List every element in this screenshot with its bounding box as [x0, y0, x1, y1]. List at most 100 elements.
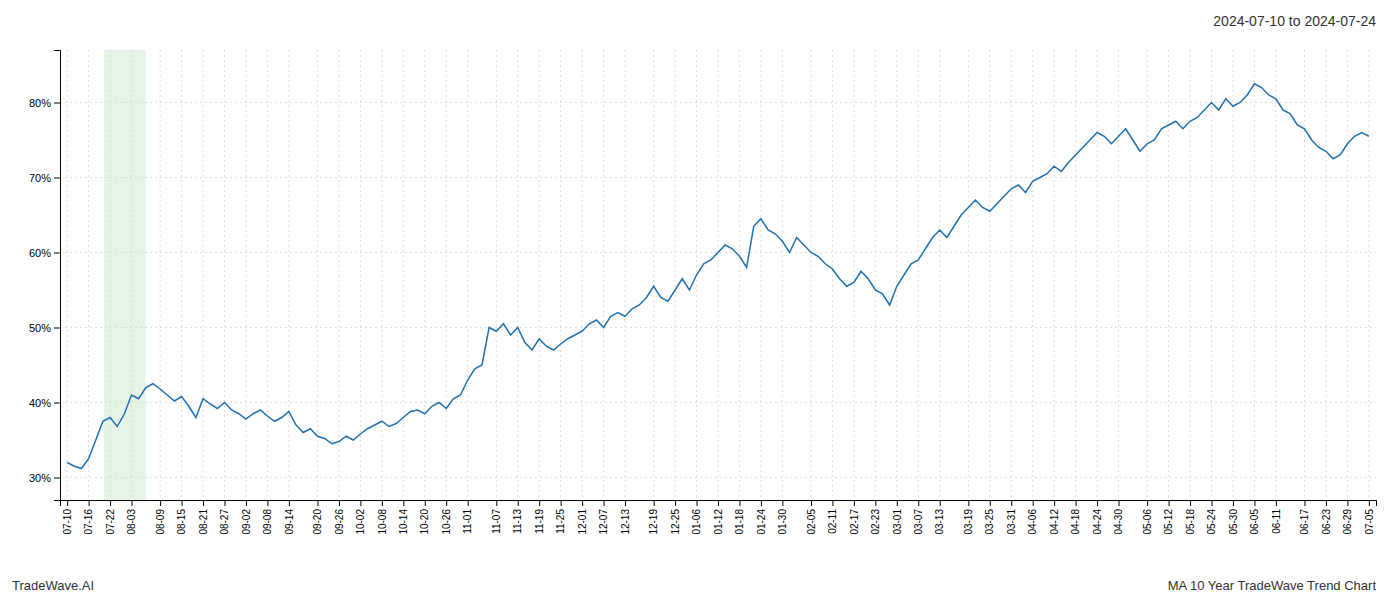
- tick-mark: [625, 500, 626, 506]
- grid-line: [1232, 50, 1233, 500]
- grid-line: [739, 50, 740, 500]
- tick: 10-20: [419, 500, 430, 535]
- tick: 05-06: [1142, 500, 1153, 535]
- grid-line: [517, 50, 518, 500]
- tick: 07-10: [62, 500, 73, 535]
- tick-mark: [875, 500, 876, 506]
- tick-label: 08-09: [155, 509, 166, 535]
- tick-mark: [604, 500, 605, 506]
- tick-label: 04-18: [1070, 509, 1081, 535]
- highlight-span: [104, 50, 146, 500]
- tick: 12-01: [577, 500, 588, 535]
- axis-line: [54, 51, 61, 501]
- tick: 03-19: [963, 500, 974, 535]
- tick-label: 10-20: [419, 509, 430, 535]
- grid-line: [1075, 50, 1076, 500]
- tick: 06-17: [1299, 500, 1310, 535]
- tick-mark: [1190, 500, 1191, 506]
- grid-line: [60, 402, 1376, 403]
- grid-line: [782, 50, 783, 500]
- tick-label: 08-03: [126, 509, 137, 535]
- grid-line: [1368, 50, 1369, 500]
- tick-mark: [132, 500, 133, 506]
- tick-mark: [1097, 500, 1098, 506]
- tick-mark: [403, 500, 404, 506]
- grid-line: [939, 50, 940, 500]
- tick-label: 12-19: [648, 509, 659, 535]
- tick-mark: [182, 500, 183, 506]
- tick-mark: [718, 500, 719, 506]
- grid-line: [403, 50, 404, 500]
- tick: 12-13: [620, 500, 631, 535]
- tick: 70%: [29, 172, 60, 184]
- grid-line: [1304, 50, 1305, 500]
- tick: 12-07: [598, 500, 609, 535]
- grid-line: [810, 50, 811, 500]
- tick-mark: [968, 500, 969, 506]
- grid-line: [381, 50, 382, 500]
- grid-line: [989, 50, 990, 500]
- tick-mark: [739, 500, 740, 506]
- tick-mark: [582, 500, 583, 506]
- tick: 09-26: [334, 500, 345, 535]
- grid-line: [267, 50, 268, 500]
- tick-label: 03-25: [984, 509, 995, 535]
- tick-mark: [897, 500, 898, 506]
- grid-line: [1032, 50, 1033, 500]
- tick-mark: [918, 500, 919, 506]
- tick-mark: [54, 403, 60, 404]
- tick: 05-24: [1206, 500, 1217, 535]
- tick-label: 02-17: [849, 509, 860, 535]
- grid-line: [968, 50, 969, 500]
- tick-mark: [561, 500, 562, 506]
- tick: 11-25: [555, 500, 566, 534]
- tick-label: 09-02: [241, 509, 252, 535]
- grid-line: [539, 50, 540, 500]
- tick-mark: [782, 500, 783, 506]
- annotation: MA 10 Year TradeWave Trend Chart: [1168, 578, 1377, 593]
- tick-label: 03-13: [934, 509, 945, 535]
- tick-label: 04-06: [1027, 509, 1038, 535]
- tick-label: 07-16: [83, 509, 94, 535]
- tick: 11-19: [534, 500, 545, 534]
- tick-label: 11-13: [512, 509, 523, 534]
- tick-mark: [446, 500, 447, 506]
- tick-mark: [110, 500, 111, 506]
- tick-label: 05-06: [1142, 509, 1153, 535]
- grid-line: [1097, 50, 1098, 500]
- tick-label: 10-08: [377, 509, 388, 535]
- grid-line: [582, 50, 583, 500]
- grid-line: [675, 50, 676, 500]
- tick-label: 02-05: [806, 509, 817, 535]
- tick-mark: [468, 500, 469, 506]
- tick-mark: [360, 500, 361, 506]
- tick-mark: [382, 500, 383, 506]
- tick-mark: [425, 500, 426, 506]
- grid-line: [1325, 50, 1326, 500]
- tick-label: 80%: [29, 97, 51, 109]
- tick-label: 12-25: [670, 509, 681, 535]
- grid-line: [875, 50, 876, 500]
- grid-line: [1118, 50, 1119, 500]
- grid-line: [67, 50, 68, 500]
- tick: 01-12: [713, 500, 724, 535]
- x-axis: 07-1007-1607-2208-0308-0908-1508-2108-27…: [61, 500, 1377, 535]
- tick-mark: [1054, 500, 1055, 506]
- grid-line: [1190, 50, 1191, 500]
- tick-mark: [339, 500, 340, 506]
- tick-label: 07-10: [62, 509, 73, 535]
- tick-label: 06-05: [1249, 509, 1260, 535]
- tick: 03-31: [1006, 500, 1017, 535]
- tick-label: 10-02: [355, 509, 366, 535]
- grid-line: [424, 50, 425, 500]
- tick: 06-11: [1271, 500, 1282, 534]
- tick: 05-30: [1228, 500, 1239, 535]
- tick-mark: [1347, 500, 1348, 506]
- tick-mark: [54, 478, 60, 479]
- grid-line: [760, 50, 761, 500]
- grid-line: [245, 50, 246, 500]
- tick: 04-30: [1113, 500, 1124, 535]
- tick: 04-24: [1092, 500, 1103, 535]
- tick-label: 08-27: [219, 509, 230, 535]
- tick-label: 09-14: [284, 509, 295, 535]
